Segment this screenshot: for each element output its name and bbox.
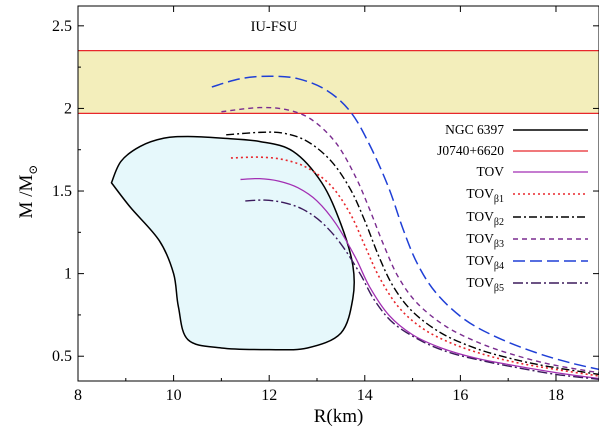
legend-label: TOVβ4	[466, 253, 504, 272]
legend-label: TOV	[476, 164, 504, 179]
region-layer	[110, 135, 356, 351]
band-layer	[78, 49, 599, 115]
y-axis-title-main: M /M	[16, 175, 37, 219]
legend-label: NGC 6397	[445, 122, 504, 137]
x-axis-title: R(km)	[314, 406, 364, 427]
legend-item-1: J0740+6620	[437, 143, 588, 158]
series-line-4	[211, 75, 599, 371]
legend-item-5: TOVβ3	[466, 231, 588, 250]
band-fill	[78, 50, 599, 114]
y-tick-label: 2.5	[52, 18, 72, 35]
legend-item-6: TOVβ4	[466, 253, 588, 272]
legend-item-7: TOVβ5	[466, 275, 588, 294]
legend-label: TOVβ1	[466, 186, 504, 205]
band-label: IU-FSU	[251, 19, 298, 35]
legend-label-main: TOV	[466, 231, 494, 246]
axes-layer: 8 10 12 14 16 18 0.5 1 1.5 2 2.5	[52, 5, 599, 404]
x-tick-label: 8	[74, 387, 82, 404]
legend-label-sub: β4	[494, 261, 504, 272]
legend-label-main: J0740+6620	[437, 143, 504, 158]
legend-label-sub: β3	[494, 239, 504, 250]
series-line-3	[221, 106, 599, 374]
x-tick-label: 12	[261, 387, 277, 404]
y-axis-title: M /M⊙	[16, 165, 40, 219]
y-tick-label: 1.5	[52, 183, 72, 200]
x-tick-label: 14	[357, 387, 373, 404]
legend-label-sub: β1	[494, 194, 504, 205]
legend-label: TOVβ2	[466, 209, 504, 228]
legend-item-0: NGC 6397	[445, 122, 588, 137]
y-axis-title-sub: ⊙	[26, 165, 40, 175]
y-tick-label: 2	[64, 100, 72, 117]
legend-item-4: TOVβ2	[466, 209, 588, 228]
series-line-1	[230, 156, 599, 377]
legend-label-main: TOV	[466, 209, 494, 224]
legend-label-main: TOV	[466, 275, 494, 290]
x-tick-label: 10	[166, 387, 182, 404]
legend-label: J0740+6620	[437, 143, 504, 158]
ngc6397-region	[110, 135, 356, 351]
series-line-2	[226, 131, 599, 376]
legend-label: TOVβ3	[466, 231, 504, 250]
legend-item-2: TOV	[476, 164, 588, 179]
legend-layer: NGC 6397J0740+6620TOVTOVβ1TOVβ2TOVβ3TOVβ…	[437, 122, 588, 294]
series-line-0	[240, 177, 599, 380]
legend-label-sub: β2	[494, 217, 504, 228]
x-tick-label: 16	[452, 387, 468, 404]
legend-label-main: TOV	[466, 186, 494, 201]
legend-label: TOVβ5	[466, 275, 504, 294]
y-tick-label: 1	[64, 266, 72, 283]
series-line-5	[245, 199, 599, 381]
legend-label-main: TOV	[476, 164, 504, 179]
legend-label-sub: β5	[494, 283, 504, 294]
x-tick-label: 18	[548, 387, 564, 404]
legend-label-main: TOV	[466, 253, 494, 268]
legend-label-main: NGC 6397	[445, 122, 504, 137]
series-layer	[211, 75, 599, 381]
y-tick-label: 0.5	[52, 348, 72, 365]
plot-frame	[77, 5, 599, 382]
legend-item-3: TOVβ1	[466, 186, 588, 205]
